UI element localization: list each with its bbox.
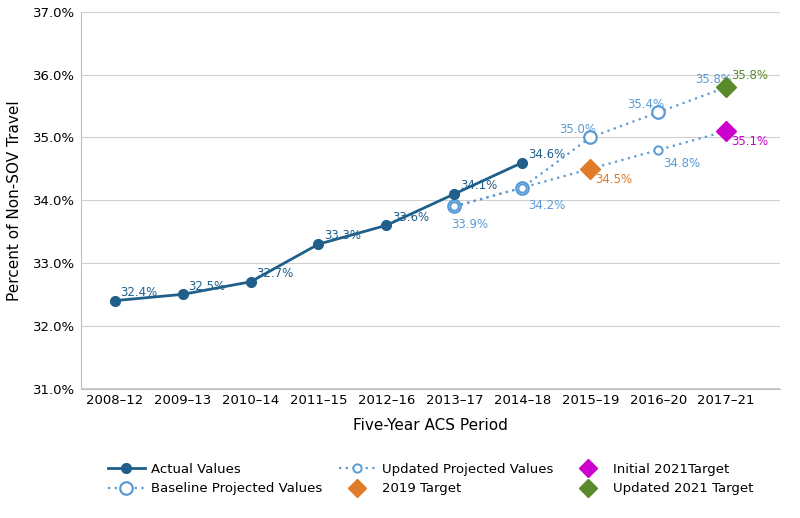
Updated Projected Values [518,184,527,191]
Actual Values [518,160,527,166]
Text: 35.4%: 35.4% [627,98,665,111]
Text: 34.8%: 34.8% [663,157,701,170]
Text: 35.0%: 35.0% [560,123,597,136]
X-axis label: Five-Year ACS Period: Five-Year ACS Period [353,418,508,433]
Text: 35.8%: 35.8% [695,73,733,85]
Text: 34.5%: 34.5% [596,172,633,185]
Actual Values [382,222,391,228]
Text: 32.5%: 32.5% [188,280,225,293]
Actual Values [246,279,255,285]
Actual Values [178,291,187,297]
Line: Actual Values: Actual Values [110,157,527,306]
Updated Projected Values [722,128,731,134]
Y-axis label: Percent of Non-SOV Travel: Percent of Non-SOV Travel [7,100,22,300]
Updated Projected Values [586,166,595,172]
Baseline Projected Values [518,184,527,191]
Text: 35.8%: 35.8% [731,69,769,82]
Text: 32.4%: 32.4% [120,286,158,299]
Text: 34.6%: 34.6% [528,148,565,161]
Text: 33.3%: 33.3% [324,229,361,242]
Text: 34.2%: 34.2% [528,199,565,212]
Text: 35.1%: 35.1% [731,135,769,148]
Legend: Actual Values, Baseline Projected Values, Updated Projected Values, 2019 Target,: Actual Values, Baseline Projected Values… [108,463,754,496]
Baseline Projected Values [654,109,663,116]
Updated Projected Values [654,147,663,153]
Actual Values [450,191,459,197]
Text: 33.9%: 33.9% [451,218,488,231]
Baseline Projected Values [586,134,595,140]
Baseline Projected Values [722,84,731,90]
Line: Baseline Projected Values: Baseline Projected Values [448,81,732,213]
Line: Updated Projected Values: Updated Projected Values [450,127,730,211]
Baseline Projected Values [450,204,459,210]
Text: 33.6%: 33.6% [392,211,429,224]
Text: 34.1%: 34.1% [460,179,497,192]
Updated Projected Values [450,204,459,210]
Actual Values [314,241,323,247]
Text: 32.7%: 32.7% [256,267,294,280]
Actual Values [110,297,119,304]
